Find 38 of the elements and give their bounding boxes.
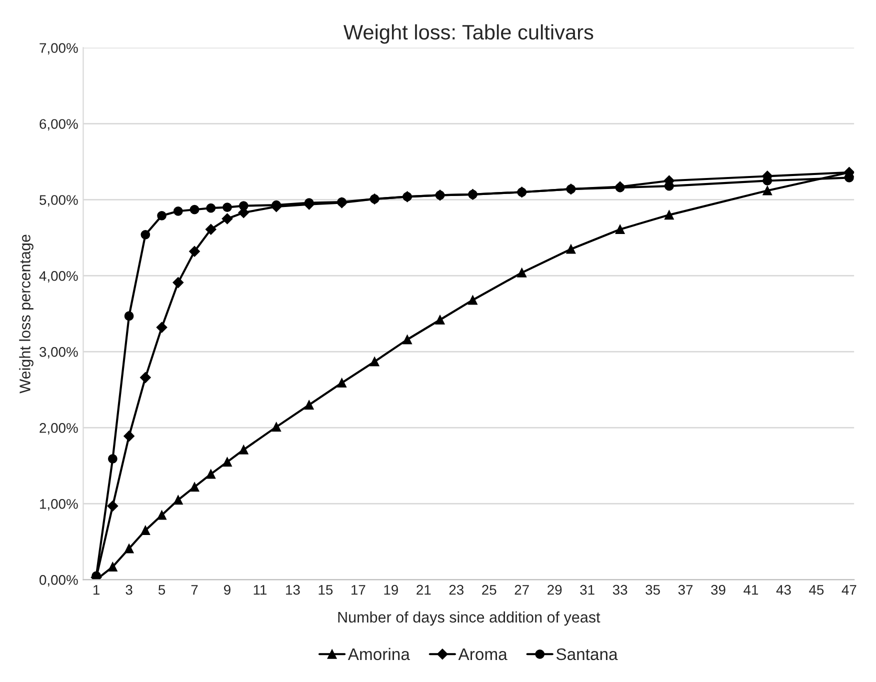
x-tick-label: 9 (224, 584, 230, 595)
x-tick-label: 27 (514, 584, 529, 595)
x-tick-label: 13 (286, 584, 300, 595)
x-tick-label: 37 (678, 584, 693, 595)
x-tick-label: 7 (191, 585, 198, 595)
x-tick-label: 23 (449, 584, 464, 595)
chart-title: Weight loss: Table cultivars (344, 24, 594, 44)
x-tick-label: 1 (94, 585, 100, 595)
x-tick-label: 3 (126, 584, 132, 595)
y-tick-label: 4,00% (39, 271, 78, 283)
y-tick-label: 5,00% (40, 195, 78, 207)
y-tick-label: 2,00% (40, 423, 78, 435)
y-tick-label: 6,00% (40, 119, 78, 131)
y-tick-label: 0,00% (40, 575, 78, 587)
legend-label: Aroma (458, 648, 508, 660)
x-tick-label: 17 (352, 585, 366, 595)
x-tick-label: 25 (482, 584, 496, 595)
x-tick-label: 15 (318, 585, 333, 595)
x-tick-label: 39 (711, 584, 726, 595)
y-tick-label: 3,00% (40, 347, 78, 359)
y-tick-label: 7,00% (40, 43, 78, 55)
x-tick-label: 5 (158, 585, 166, 595)
x-tick-label: 33 (612, 584, 628, 595)
legend-label: Amorina (348, 648, 410, 660)
x-tick-label: 19 (384, 584, 398, 595)
x-tick-label: 47 (842, 585, 856, 595)
y-tick-label: 1,00% (40, 499, 78, 511)
x-tick-label: 45 (809, 585, 824, 595)
x-tick-label: 29 (548, 584, 562, 595)
x-axis-title: Number of days since addition of yeast (338, 611, 600, 626)
x-tick-label: 43 (776, 584, 791, 595)
x-tick-label: 41 (744, 585, 758, 595)
x-tick-label: 31 (580, 584, 594, 595)
x-tick-label: 35 (646, 584, 660, 595)
x-tick-label: 11 (254, 585, 267, 595)
y-axis-title: Weight loss percentage (19, 234, 34, 394)
legend-label: Santana (556, 648, 618, 660)
x-tick-label: 21 (416, 584, 431, 595)
